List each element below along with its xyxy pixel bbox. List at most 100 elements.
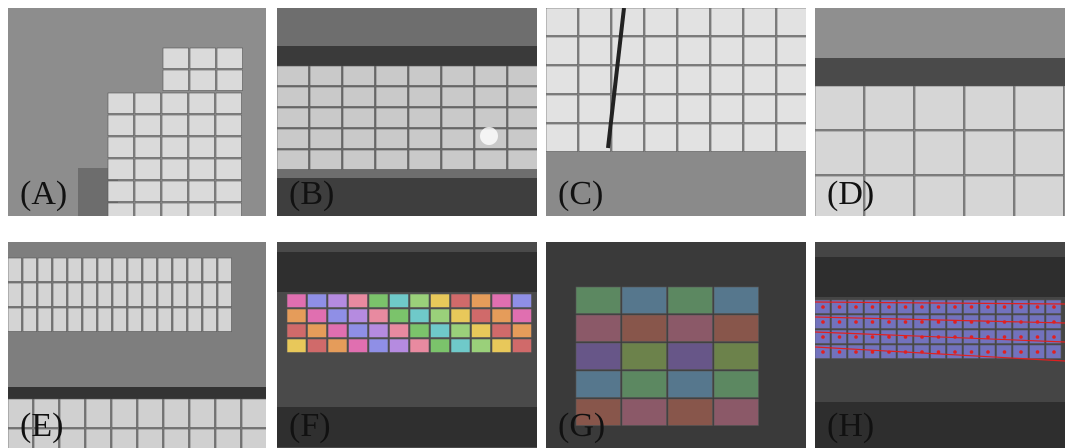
keypoint (937, 305, 941, 309)
panel-label: (E) (20, 407, 63, 444)
module-cell (86, 399, 111, 428)
module-cell (622, 343, 667, 370)
figure: (A)(B)(C)(D)(E)(F)(G)(H) (0, 0, 1065, 448)
keypoint (986, 305, 990, 309)
module-cell (777, 66, 809, 94)
module-cell (409, 87, 441, 107)
module-cell (369, 339, 388, 353)
module-cell (492, 339, 511, 353)
module-cell (390, 339, 409, 353)
module-cell (431, 339, 450, 353)
module-cell (203, 258, 217, 282)
module-cell (242, 399, 267, 428)
module-cell (143, 283, 157, 307)
module-cell (23, 258, 37, 282)
module-cell (53, 308, 67, 332)
module-cell (744, 37, 776, 65)
module-cell (188, 308, 202, 332)
panel: (D) (815, 8, 1065, 220)
keypoint (838, 350, 842, 354)
row (815, 257, 1065, 297)
module-cell (38, 258, 52, 282)
module-cell (410, 324, 429, 338)
module-cell (668, 343, 713, 370)
module-cell (135, 181, 161, 202)
module-cell (508, 108, 540, 128)
module-cell (108, 93, 134, 114)
keypoint (953, 305, 957, 309)
module-cell (579, 124, 611, 152)
module-cell (410, 294, 429, 308)
keypoint (920, 350, 924, 354)
module-cell (475, 108, 507, 128)
keypoint (1036, 320, 1040, 324)
module-cell (475, 66, 507, 86)
module-cell (1015, 86, 1064, 130)
module-cell (216, 203, 242, 224)
module-cell (328, 324, 347, 338)
module-cell (23, 283, 37, 307)
module-cell (343, 108, 375, 128)
keypoint (838, 335, 842, 339)
module-cell (744, 95, 776, 123)
module-cell (815, 86, 864, 130)
module-cell (376, 150, 408, 170)
keypoint (937, 335, 941, 339)
module-cell (678, 37, 710, 65)
keypoint (854, 320, 858, 324)
module-cell (546, 66, 578, 94)
module-cell (431, 309, 450, 323)
module-cell (915, 176, 964, 220)
module-cell (965, 131, 1014, 175)
module-cell (369, 294, 388, 308)
module-cell (310, 150, 342, 170)
module-cell (23, 308, 37, 332)
module-cell (162, 137, 188, 158)
keypoint (871, 305, 875, 309)
keypoint (1052, 350, 1056, 354)
band (277, 46, 537, 66)
module-cell (277, 66, 309, 86)
module-cell (508, 66, 540, 86)
module-cell (308, 294, 327, 308)
module-cell (475, 150, 507, 170)
module-cell (310, 129, 342, 149)
module-cell (113, 308, 127, 332)
module-cell (451, 324, 470, 338)
module-cell (343, 66, 375, 86)
keypoint (920, 305, 924, 309)
module-cell (915, 86, 964, 130)
module-cell (158, 308, 172, 332)
module-cell (217, 70, 243, 91)
module-cell (645, 66, 677, 94)
module-cell (38, 308, 52, 332)
module-cell (815, 131, 864, 175)
module-cell (431, 324, 450, 338)
module-cell (162, 203, 188, 224)
module-cell (308, 309, 327, 323)
keypoint (1003, 335, 1007, 339)
module-cell (113, 283, 127, 307)
panel: (F) (277, 242, 537, 448)
panel: (B) (277, 8, 540, 216)
module-cell (108, 137, 134, 158)
keypoint (1019, 335, 1023, 339)
keypoint (838, 305, 842, 309)
module-cell (135, 203, 161, 224)
panel: (H) (815, 242, 1065, 448)
module-cell (143, 258, 157, 282)
module-cell (216, 429, 241, 448)
module-cell (128, 308, 142, 332)
module-cell (310, 87, 342, 107)
module-cell (645, 8, 677, 36)
panel-label: (D) (827, 175, 874, 212)
module-cell (108, 181, 134, 202)
module-cell (744, 66, 776, 94)
module-cell (128, 283, 142, 307)
module-cell (68, 283, 82, 307)
module-cell (369, 309, 388, 323)
module-cell (349, 324, 368, 338)
module-cell (409, 66, 441, 86)
keypoint (1052, 335, 1056, 339)
keypoint (953, 335, 957, 339)
